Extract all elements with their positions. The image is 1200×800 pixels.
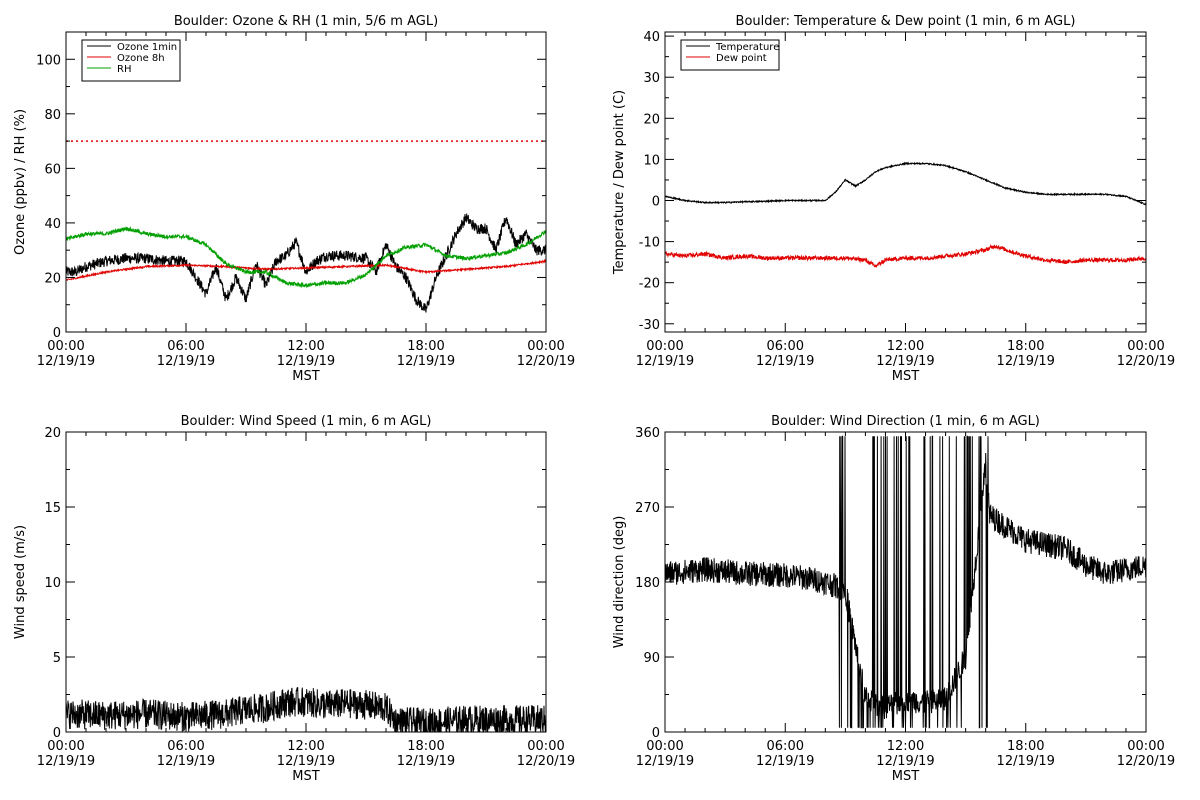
- y-axis-label: Wind speed (m/s): [13, 525, 28, 639]
- x-date-label: 12/19/19: [397, 354, 455, 369]
- x-tick-label: 00:00: [47, 339, 84, 354]
- chart-temp_dew: Boulder: Temperature & Dew point (1 min,…: [612, 14, 1175, 384]
- x-date-label: 12/19/19: [636, 754, 694, 769]
- chart-wind_dir: Boulder: Wind Direction (1 min, 6 m AGL)…: [612, 414, 1175, 784]
- x-date-label: 12/19/19: [756, 354, 814, 369]
- y-tick-label: 270: [635, 501, 660, 516]
- y-tick-label: 15: [44, 501, 61, 516]
- x-tick-label: 00:00: [646, 739, 683, 754]
- y-tick-label: 180: [635, 576, 660, 591]
- y-tick-label: -30: [639, 318, 660, 333]
- x-axis-label: MST: [292, 369, 319, 384]
- y-tick-label: 20: [44, 271, 61, 286]
- y-tick-label: 10: [44, 576, 61, 591]
- chart-title: Boulder: Wind Speed (1 min, 6 m AGL): [181, 414, 432, 429]
- legend-box: [81, 39, 181, 82]
- y-tick-label: 0: [53, 726, 61, 741]
- x-date-label: 12/19/19: [756, 754, 814, 769]
- legend-entry: RH: [117, 64, 131, 75]
- plot-frame: [664, 31, 1147, 333]
- x-tick-label: 12:00: [287, 339, 324, 354]
- y-axis-label: Ozone (ppbv) / RH (%): [13, 109, 28, 255]
- x-tick-label: 06:00: [167, 739, 204, 754]
- chart-title: Boulder: Ozone & RH (1 min, 5/6 m AGL): [174, 14, 438, 29]
- legend-entry: Ozone 1min: [117, 42, 177, 53]
- y-tick-label: -10: [639, 236, 660, 251]
- x-tick-label: 18:00: [1007, 339, 1044, 354]
- x-axis-label: MST: [292, 769, 319, 784]
- y-tick-label: 20: [643, 112, 660, 127]
- x-tick-label: 06:00: [767, 339, 804, 354]
- x-date-label: 12/20/19: [1117, 354, 1175, 369]
- y-tick-label: 40: [44, 217, 61, 232]
- x-tick-label: 12:00: [887, 339, 924, 354]
- y-tick-label: 20: [44, 426, 61, 441]
- x-date-label: 12/19/19: [876, 754, 934, 769]
- x-date-label: 12/19/19: [997, 354, 1055, 369]
- y-tick-label: 0: [53, 326, 61, 341]
- x-tick-label: 06:00: [167, 339, 204, 354]
- y-tick-label: 100: [36, 53, 61, 68]
- chart-title: Boulder: Wind Direction (1 min, 6 m AGL): [771, 414, 1040, 429]
- y-tick-label: 0: [652, 194, 660, 209]
- x-date-label: 12/19/19: [37, 754, 95, 769]
- chart-ozone_rh: Boulder: Ozone & RH (1 min, 5/6 m AGL) 0 2…: [13, 14, 575, 384]
- legend-entry: Dew point: [716, 53, 767, 64]
- x-tick-label: 00:00: [646, 339, 683, 354]
- chart-title: Boulder: Temperature & Dew point (1 min,…: [736, 14, 1076, 29]
- x-tick-label: 00:00: [1127, 339, 1164, 354]
- x-tick-label: 00:00: [47, 739, 84, 754]
- x-tick-label: 00:00: [1127, 739, 1164, 754]
- x-tick-label: 18:00: [1007, 739, 1044, 754]
- series-line-0: [665, 161, 1146, 206]
- x-tick-label: 18:00: [407, 739, 444, 754]
- x-date-label: 12/19/19: [277, 354, 335, 369]
- series-line-0: [665, 435, 1146, 729]
- series-line-0: [66, 213, 546, 313]
- x-tick-label: 00:00: [527, 339, 564, 354]
- y-tick-label: 80: [44, 108, 61, 123]
- x-date-label: 12/19/19: [157, 354, 215, 369]
- x-tick-label: 12:00: [887, 739, 924, 754]
- y-tick-label: 5: [53, 651, 61, 666]
- y-axis-label: Temperature / Dew point (C): [612, 90, 627, 275]
- y-tick-label: 0: [652, 726, 660, 741]
- x-date-label: 12/19/19: [876, 354, 934, 369]
- x-date-label: 12/19/19: [37, 354, 95, 369]
- x-tick-label: 12:00: [287, 739, 324, 754]
- x-tick-label: 06:00: [767, 739, 804, 754]
- y-tick-label: 40: [643, 30, 660, 45]
- x-axis-label: MST: [892, 769, 919, 784]
- x-tick-label: 18:00: [407, 339, 444, 354]
- y-tick-label: 60: [44, 162, 61, 177]
- y-tick-label: -20: [639, 277, 660, 292]
- x-date-label: 12/20/19: [517, 754, 575, 769]
- legend-entry: Ozone 8h: [117, 53, 165, 64]
- x-tick-label: 00:00: [527, 739, 564, 754]
- plot-frame: [65, 431, 547, 733]
- legend-entry: Temperature: [715, 42, 779, 53]
- x-date-label: 12/19/19: [277, 754, 335, 769]
- x-date-label: 12/20/19: [517, 354, 575, 369]
- x-date-label: 12/19/19: [997, 754, 1055, 769]
- x-date-label: 12/19/19: [636, 354, 694, 369]
- legend-box: [680, 39, 780, 71]
- x-date-label: 12/20/19: [1117, 754, 1175, 769]
- series-line-1: [66, 258, 546, 282]
- x-axis-label: MST: [892, 369, 919, 384]
- y-tick-label: 30: [643, 71, 660, 86]
- y-axis-label: Wind direction (deg): [612, 516, 627, 649]
- x-date-label: 12/19/19: [157, 754, 215, 769]
- series-line-2: [66, 226, 546, 289]
- series-line-1: [665, 243, 1146, 269]
- y-tick-label: 360: [635, 426, 660, 441]
- chart-wind_speed: Boulder: Wind Speed (1 min, 6 m AGL) 0 5 10…: [13, 414, 575, 784]
- series-line-0: [66, 687, 546, 732]
- y-tick-label: 90: [643, 651, 660, 666]
- x-date-label: 12/19/19: [397, 754, 455, 769]
- y-tick-label: 10: [643, 153, 660, 168]
